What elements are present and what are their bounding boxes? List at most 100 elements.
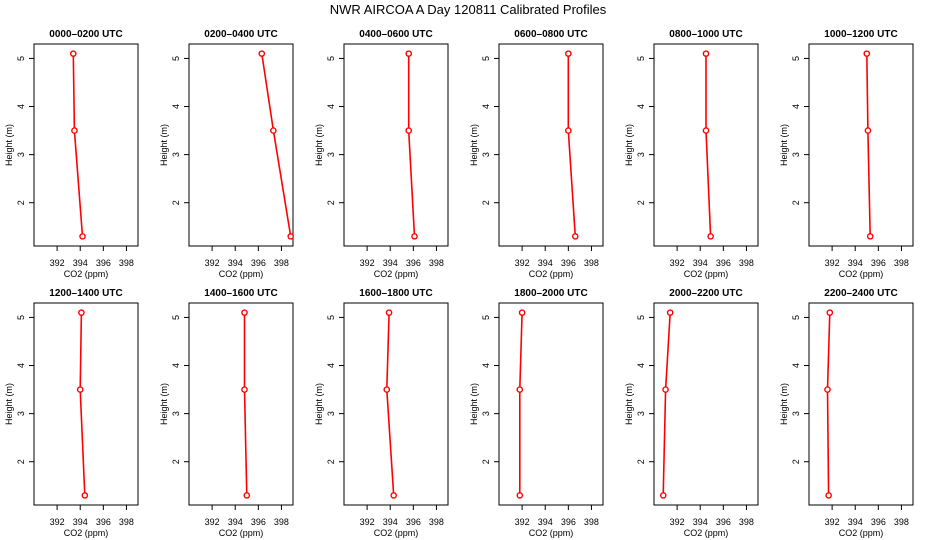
panel-10: 1800–2000 UTC 392 394 396 398 CO2 (ppm) 2 3 4 5 He… <box>469 288 604 538</box>
plot-frame <box>343 43 449 247</box>
y-tick-label: 3 <box>326 152 336 157</box>
x-tick-label: 396 <box>561 517 576 527</box>
data-point <box>702 50 710 57</box>
x-axis-label: CO2 (ppm) <box>374 269 419 279</box>
y-axis-label: Height (m) <box>779 124 789 166</box>
data-point <box>71 127 78 134</box>
data-point <box>571 233 579 240</box>
x-axis-label: CO2 (ppm) <box>529 528 574 538</box>
x-tick-label: 398 <box>739 517 754 527</box>
y-axis-label: Height (m) <box>779 383 789 425</box>
y-tick-label: 4 <box>791 363 801 368</box>
x-tick-label: 398 <box>119 517 134 527</box>
y-tick-label: 5 <box>791 315 801 320</box>
x-axis-label: CO2 (ppm) <box>219 528 264 538</box>
x-tick-label: 392 <box>360 517 375 527</box>
plot-frame <box>808 43 914 247</box>
data-point <box>76 386 84 393</box>
y-tick-label: 4 <box>326 104 336 109</box>
y-tick-label: 4 <box>791 104 801 109</box>
y-tick-label: 5 <box>791 56 801 61</box>
y-tick-label: 2 <box>481 200 491 205</box>
series-line <box>407 53 416 237</box>
y-tick-label: 3 <box>791 411 801 416</box>
x-tick-label: 398 <box>274 517 289 527</box>
y-tick-label: 5 <box>636 56 646 61</box>
y-tick-label: 4 <box>481 104 491 109</box>
y-tick-label: 5 <box>481 56 491 61</box>
data-point <box>666 309 674 316</box>
x-tick-label: 398 <box>584 258 599 268</box>
x-tick-label: 396 <box>96 258 111 268</box>
series-line <box>518 312 523 496</box>
y-tick-label: 4 <box>16 104 26 109</box>
data-point <box>516 492 524 499</box>
series-line <box>72 53 84 237</box>
y-tick-label: 4 <box>636 104 646 109</box>
y-tick-label: 2 <box>791 459 801 464</box>
y-tick-label: 4 <box>326 363 336 368</box>
x-tick-label: 392 <box>515 517 530 527</box>
data-point <box>824 386 831 393</box>
data-point <box>659 492 667 499</box>
x-axis-label: CO2 (ppm) <box>374 528 419 538</box>
plot-frame <box>653 43 759 247</box>
x-axis-label: CO2 (ppm) <box>684 269 729 279</box>
y-axis-label: Height (m) <box>469 124 479 166</box>
series-line <box>385 312 395 496</box>
panel-title: 1600–1800 UTC <box>359 288 432 299</box>
y-tick-label: 5 <box>326 315 336 320</box>
y-axis-label: Height (m) <box>469 383 479 425</box>
data-point <box>241 386 248 393</box>
x-tick-label: 392 <box>50 517 65 527</box>
plot-frame <box>498 43 604 247</box>
plot-frame <box>188 43 294 247</box>
data-point <box>405 127 413 134</box>
x-tick-label: 398 <box>429 517 444 527</box>
y-tick-label: 3 <box>171 152 181 157</box>
y-tick-label: 2 <box>791 200 801 205</box>
x-tick-label: 392 <box>205 258 220 268</box>
panel-title: 1400–1600 UTC <box>204 288 277 299</box>
panel-title: 0800–1000 UTC <box>669 29 742 40</box>
panel-title: 0200–0400 UTC <box>204 29 277 40</box>
data-point <box>866 233 874 240</box>
plot-frame <box>808 302 914 506</box>
x-tick-label: 396 <box>406 517 421 527</box>
x-tick-label: 396 <box>871 517 886 527</box>
x-tick-label: 392 <box>670 517 685 527</box>
data-point <box>864 127 872 134</box>
x-axis-label: CO2 (ppm) <box>219 269 264 279</box>
x-tick-label: 394 <box>693 258 708 268</box>
y-tick-label: 2 <box>171 200 181 205</box>
x-tick-label: 398 <box>429 258 444 268</box>
y-tick-label: 3 <box>326 411 336 416</box>
data-point <box>702 127 710 134</box>
figure-title: NWR AIRCOA A Day 120811 Calibrated Profi… <box>330 2 607 17</box>
data-point <box>79 233 86 240</box>
panel-title: 0000–0200 UTC <box>49 29 122 40</box>
y-tick-label: 2 <box>481 459 491 464</box>
y-tick-label: 5 <box>16 315 26 320</box>
panel-title: 2000–2200 UTC <box>669 288 742 299</box>
y-tick-label: 4 <box>171 104 181 109</box>
y-tick-label: 5 <box>171 315 181 320</box>
data-point <box>81 492 89 499</box>
y-tick-label: 4 <box>636 363 646 368</box>
x-tick-label: 398 <box>119 258 134 268</box>
x-tick-label: 396 <box>561 258 576 268</box>
y-tick-label: 2 <box>636 459 646 464</box>
panel-9: 1600–1800 UTC 392 394 396 398 CO2 (ppm) 2 3 4 5 He… <box>314 288 449 538</box>
series-line <box>662 312 671 496</box>
data-point <box>825 492 832 499</box>
plot-frame <box>33 43 139 247</box>
panel-title: 2200–2400 UTC <box>824 288 897 299</box>
y-tick-label: 3 <box>481 152 491 157</box>
plot-frame <box>188 302 294 506</box>
plot-frame <box>343 302 449 506</box>
y-axis-label: Height (m) <box>624 383 634 425</box>
data-point <box>565 127 572 134</box>
x-axis-label: CO2 (ppm) <box>64 528 109 538</box>
series-line <box>567 53 577 237</box>
data-point <box>707 233 714 240</box>
